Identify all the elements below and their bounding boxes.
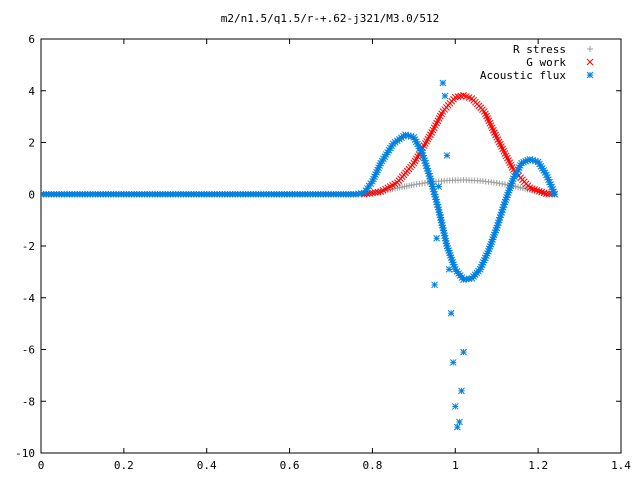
- x-tick-label: 1.2: [528, 459, 548, 472]
- data-point: [433, 234, 440, 242]
- data-point: [499, 180, 506, 187]
- y-tick-label: -6: [22, 344, 35, 357]
- y-tick-label: -2: [22, 240, 35, 253]
- data-point: [543, 190, 550, 198]
- data-point: [538, 188, 546, 196]
- data-point: [493, 179, 500, 186]
- data-point: [445, 265, 453, 273]
- data-point: [540, 189, 548, 197]
- x-tick-label: 0.6: [280, 459, 300, 472]
- data-points: [41, 79, 559, 431]
- y-tick-label: 0: [28, 188, 35, 201]
- data-point: [456, 418, 463, 426]
- data-point: [451, 403, 459, 410]
- data-point: [439, 79, 447, 87]
- y-tick-label: 2: [28, 137, 35, 150]
- y-tick-label: 4: [28, 85, 35, 98]
- legend-label: R stress: [513, 43, 566, 56]
- data-point: [435, 183, 443, 190]
- y-tick-label: -10: [15, 447, 35, 460]
- data-point: [431, 193, 439, 201]
- y-tick-label: 6: [28, 33, 35, 46]
- data-point: [449, 359, 457, 366]
- data-point: [366, 190, 374, 197]
- data-point: [458, 387, 465, 395]
- data-point: [427, 175, 434, 183]
- series-1: [360, 92, 559, 198]
- data-point: [460, 348, 467, 356]
- chart-title: m2/n1.5/q1.5/r-+.62-j321/M3.0/512: [221, 12, 440, 25]
- data-point: [528, 185, 536, 192]
- data-point: [434, 203, 442, 211]
- data-point: [526, 184, 534, 192]
- data-point: [502, 181, 508, 188]
- legend-label: Acoustic flux: [480, 69, 566, 82]
- data-point: [533, 186, 541, 194]
- data-point: [431, 281, 438, 289]
- legend-marker: [586, 71, 594, 79]
- x-tick-label: 1: [452, 459, 459, 472]
- legend-marker: [587, 46, 593, 52]
- data-point: [442, 237, 450, 245]
- series-3: [431, 79, 467, 431]
- y-tick-label: -4: [22, 292, 36, 305]
- data-point: [454, 423, 461, 431]
- data-point: [447, 309, 455, 317]
- data-point: [374, 188, 382, 196]
- series-2: [41, 131, 559, 283]
- data-point: [551, 190, 559, 198]
- data-point: [437, 214, 445, 221]
- data-point: [531, 186, 538, 193]
- x-tick-label: 1.4: [611, 459, 631, 472]
- data-point: [496, 180, 503, 187]
- axis-ticks: 0 0.2 0.4 0.6 0.8 1 1.2 1.4 -10 -8 -6 -4 -2 0 2 4 6: [15, 33, 631, 472]
- data-point: [515, 164, 523, 171]
- legend-marker: [586, 58, 594, 66]
- plot-frame: [40, 38, 622, 454]
- y-tick-label: -8: [22, 395, 35, 408]
- x-tick-label: 0: [38, 459, 45, 472]
- x-tick-label: 0.2: [114, 459, 134, 472]
- x-tick-label: 0.4: [197, 459, 217, 472]
- data-point: [535, 187, 543, 195]
- x-tick-label: 0.8: [362, 459, 382, 472]
- legend-label: G work: [526, 56, 566, 69]
- data-point: [441, 234, 449, 242]
- data-point: [441, 92, 449, 100]
- data-point: [443, 152, 451, 159]
- data-point: [371, 189, 379, 196]
